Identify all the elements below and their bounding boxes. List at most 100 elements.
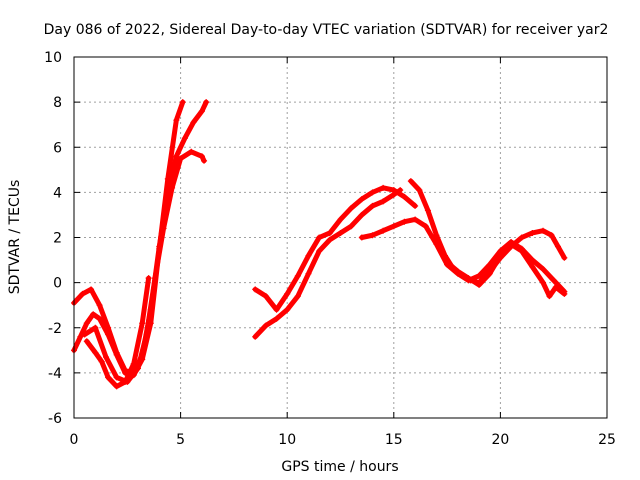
axes: 0 5 10 15 20 25 -6 -4 -2 0 2 4 6 8 10 <box>44 50 616 448</box>
data-point <box>561 290 568 297</box>
y-tick-label: 0 <box>53 276 62 292</box>
data-point <box>79 290 86 297</box>
data-point <box>81 331 88 338</box>
x-tick-label: 15 <box>385 432 403 448</box>
data-point <box>486 261 493 268</box>
y-axis-label: SDTVAR / TECUs <box>7 180 23 295</box>
data-point <box>554 243 561 250</box>
data-point <box>152 275 159 282</box>
data-point <box>198 153 205 160</box>
data-point <box>380 227 387 234</box>
data-point <box>173 117 180 124</box>
y-tick-label: 6 <box>53 140 62 156</box>
data-point <box>273 306 280 313</box>
data-point <box>113 349 120 356</box>
data-point <box>369 202 376 209</box>
data-point <box>284 306 291 313</box>
data-point <box>358 234 365 241</box>
series-line <box>252 185 418 313</box>
data-point <box>169 184 176 191</box>
data-point <box>433 232 440 239</box>
data-point <box>173 153 180 160</box>
series-satellite-track-4 <box>83 275 152 390</box>
data-point <box>177 155 184 162</box>
data-point <box>416 187 423 194</box>
data-point <box>548 232 555 239</box>
data-point <box>441 252 448 259</box>
data-point <box>546 293 553 300</box>
x-tick-label: 20 <box>491 432 509 448</box>
data-point <box>134 365 141 372</box>
data-point <box>92 349 99 356</box>
data-point <box>88 286 95 293</box>
data-point <box>369 232 376 239</box>
data-point <box>422 223 429 230</box>
data-point <box>412 202 419 209</box>
data-point <box>122 367 129 374</box>
data-point <box>145 275 152 282</box>
series-line <box>71 99 186 378</box>
data-point <box>198 108 205 115</box>
data-point <box>401 218 408 225</box>
data-point <box>139 320 146 327</box>
data-point <box>179 99 186 106</box>
data-point <box>518 234 525 241</box>
data-point <box>96 302 103 309</box>
data-point <box>465 275 472 282</box>
data-point <box>476 272 483 279</box>
data-point <box>262 293 269 300</box>
series-satellite-track-1 <box>71 99 186 379</box>
data-point <box>113 374 120 381</box>
data-point <box>540 227 547 234</box>
data-point <box>380 184 387 191</box>
data-point <box>529 229 536 236</box>
data-point <box>284 290 291 297</box>
data-point <box>305 270 312 277</box>
data-point <box>401 193 408 200</box>
data-point <box>337 216 344 223</box>
data-point <box>454 268 461 275</box>
data-point <box>273 315 280 322</box>
gridlines <box>74 57 607 418</box>
chart-title: Day 086 of 2022, Sidereal Day-to-day VTE… <box>44 22 609 38</box>
data-point <box>190 119 197 126</box>
data-point <box>203 99 210 106</box>
data-point <box>143 331 150 338</box>
y-tick-label: -4 <box>48 366 62 382</box>
data-point <box>337 229 344 236</box>
data-point <box>390 223 397 230</box>
y-tick-label: -6 <box>48 411 62 427</box>
data-point <box>98 358 105 365</box>
y-tick-label: 8 <box>53 95 62 111</box>
data-point <box>77 333 84 340</box>
data-point <box>369 189 376 196</box>
data-point <box>122 378 129 385</box>
data-point <box>358 211 365 218</box>
data-point <box>252 286 259 293</box>
data-point <box>390 187 397 194</box>
data-point <box>326 229 333 236</box>
data-point <box>96 315 103 322</box>
y-tick-label: 10 <box>44 50 62 66</box>
data-point <box>508 241 515 248</box>
data-point <box>201 157 208 164</box>
data-point <box>90 311 97 318</box>
series-line <box>82 149 207 385</box>
data-point <box>497 252 504 259</box>
data-point <box>102 354 109 361</box>
data-point <box>529 263 536 270</box>
data-point <box>294 272 301 279</box>
x-axis-label: GPS time / hours <box>281 459 398 475</box>
data-point <box>380 198 387 205</box>
data-point <box>412 216 419 223</box>
data-point <box>518 248 525 255</box>
data-point <box>407 178 414 185</box>
data-point <box>262 322 269 329</box>
data-point <box>316 234 323 241</box>
data-point <box>424 207 431 214</box>
data-point <box>550 277 557 284</box>
data-point <box>113 383 120 390</box>
data-point <box>552 284 559 291</box>
